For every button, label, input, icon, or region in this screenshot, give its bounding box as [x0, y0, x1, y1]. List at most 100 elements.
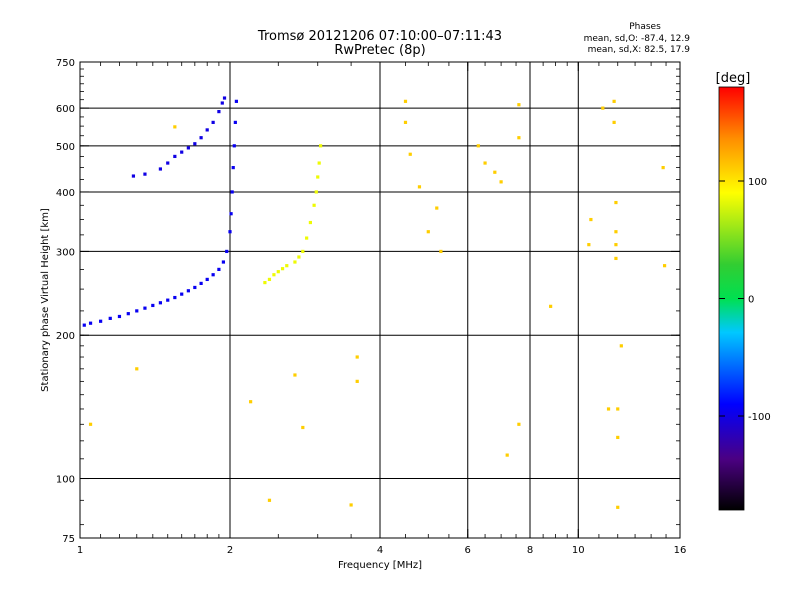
data-point: [180, 150, 184, 154]
y-axis-label: Stationary phase Virtual Height [km]: [40, 208, 51, 392]
data-point: [285, 264, 289, 268]
data-point: [612, 99, 616, 103]
data-point: [143, 306, 147, 310]
data-point: [417, 185, 422, 189]
data-point: [589, 217, 593, 222]
data-point: [166, 298, 170, 302]
data-points: [82, 96, 667, 509]
legend-line-o: mean, sd,O: -87.4, 12.9: [584, 34, 691, 44]
data-point: [199, 281, 203, 286]
data-point: [221, 260, 226, 264]
colorbar-tick-label: 100: [748, 177, 767, 188]
x-tick-label: 6: [465, 545, 471, 556]
x-tick-label: 16: [674, 545, 687, 556]
data-point: [173, 295, 177, 300]
data-point: [143, 172, 147, 176]
data-point: [135, 367, 139, 371]
data-point: [314, 190, 318, 194]
data-point: [612, 120, 616, 124]
data-point: [316, 175, 320, 179]
data-point: [173, 125, 177, 129]
data-point: [661, 166, 665, 170]
data-point: [476, 144, 480, 148]
data-point: [403, 99, 408, 103]
chart-subtitle: RwPretec (8p): [334, 43, 425, 58]
data-point: [614, 243, 618, 247]
data-point: [263, 280, 267, 285]
data-point: [126, 312, 130, 316]
data-point: [117, 314, 122, 319]
data-point: [88, 321, 93, 325]
data-point: [276, 270, 280, 274]
data-point: [99, 319, 103, 323]
x-tick-label: 8: [527, 545, 533, 556]
colorbar-tick-label: -100: [748, 412, 771, 423]
data-point: [173, 154, 177, 159]
data-point: [616, 505, 620, 509]
data-point: [231, 166, 235, 170]
data-point: [158, 167, 163, 171]
data-point: [166, 161, 170, 165]
x-tick-label: 4: [377, 545, 383, 556]
chart-title: Tromsø 20121206 07:10:00–07:11:43: [257, 29, 502, 44]
data-point: [222, 96, 227, 100]
data-point: [199, 136, 203, 140]
data-point: [355, 355, 359, 359]
data-point: [312, 203, 316, 207]
y-tick-label: 500: [56, 142, 75, 153]
data-point: [135, 309, 139, 313]
data-point: [180, 292, 184, 296]
data-point: [499, 180, 503, 184]
colorbar-ticks: 100 0 -100: [719, 177, 771, 423]
x-tick-label: 10: [572, 545, 585, 556]
data-point: [108, 316, 112, 320]
data-point: [403, 120, 408, 124]
data-point: [614, 256, 618, 261]
data-point: [493, 170, 497, 174]
data-point: [267, 498, 272, 502]
data-point: [220, 101, 224, 105]
data-point: [228, 230, 232, 234]
data-point: [234, 99, 238, 103]
data-point: [82, 323, 86, 327]
data-point: [614, 230, 618, 234]
data-point: [230, 190, 234, 194]
data-point: [505, 453, 509, 457]
data-point: [517, 422, 521, 426]
data-point: [225, 249, 229, 254]
data-point: [280, 267, 285, 271]
y-tick-label: 400: [56, 188, 75, 199]
data-point: [193, 142, 197, 146]
data-point: [435, 206, 439, 210]
data-point: [232, 144, 236, 148]
data-point: [301, 249, 305, 254]
data-point: [305, 236, 309, 240]
data-point: [88, 422, 93, 426]
data-point: [131, 174, 136, 178]
legend-line-x: mean, sd,X: 82.5, 17.9: [588, 45, 691, 55]
grid: [80, 62, 680, 538]
colorbar-tick-label: 0: [748, 295, 754, 306]
data-point: [297, 255, 301, 259]
data-point: [483, 161, 487, 165]
y-tick-label: 750: [56, 58, 75, 69]
data-point: [619, 344, 623, 348]
data-point: [233, 120, 237, 124]
data-point: [293, 260, 297, 264]
legend-title: Phases: [629, 22, 661, 32]
data-point: [301, 425, 305, 430]
data-point: [293, 373, 297, 377]
data-point: [349, 503, 353, 507]
data-point: [186, 146, 190, 150]
data-point: [606, 407, 611, 411]
data-point: [211, 273, 215, 277]
colorbar-label: [deg]: [716, 71, 751, 86]
data-point: [205, 128, 209, 132]
data-point: [601, 106, 605, 110]
data-point: [319, 144, 323, 148]
data-point: [217, 267, 221, 272]
data-point: [616, 435, 620, 440]
data-point: [355, 379, 359, 383]
data-point: [662, 264, 667, 268]
